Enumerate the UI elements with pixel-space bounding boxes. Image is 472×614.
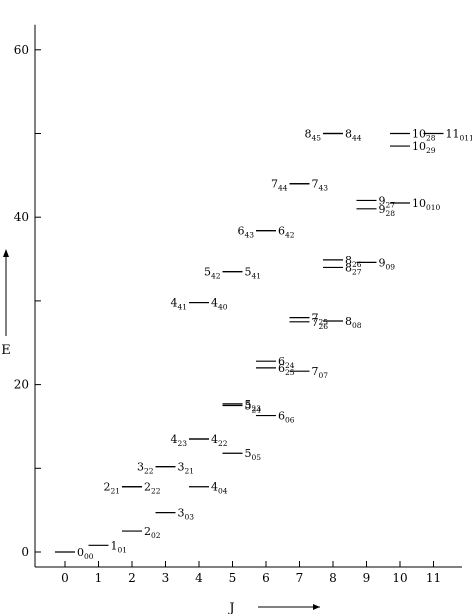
energy-level-label: 221 [103, 481, 120, 496]
x-tick-label: 10 [392, 571, 407, 585]
energy-level-label: 844 [345, 128, 362, 143]
energy-level-label: 643 [237, 225, 254, 240]
y-tick-label: 0 [21, 545, 29, 559]
x-tick-label: 2 [128, 571, 136, 585]
x-tick-label: 7 [296, 571, 304, 585]
x-tick-label: 0 [61, 571, 69, 585]
x-tick-label: 11 [426, 571, 441, 585]
energy-level-label: 743 [312, 178, 329, 193]
energy-level-label: 423 [170, 433, 187, 448]
energy-level-label: 927 [379, 194, 396, 209]
x-axis-arrowhead [313, 604, 320, 610]
y-axis-title: E [1, 343, 11, 358]
energy-level-label: 440 [211, 297, 228, 312]
energy-level-label: 606 [278, 410, 295, 425]
energy-level-label: 000 [77, 546, 94, 561]
y-tick-label: 60 [14, 43, 29, 57]
energy-level-label: 624 [278, 355, 295, 370]
energy-level-label: 744 [271, 178, 288, 193]
energy-level-label: 11011 [446, 128, 472, 143]
energy-level-label: 725 [312, 312, 329, 327]
energy-level-label: 707 [312, 365, 329, 380]
x-tick-label: 1 [95, 571, 103, 585]
energy-level-label: 909 [379, 256, 396, 271]
y-tick-label: 40 [14, 210, 29, 224]
x-tick-label: 4 [195, 571, 203, 585]
y-tick-label: 20 [14, 378, 29, 392]
x-tick-label: 5 [229, 571, 237, 585]
energy-level-label: 202 [144, 525, 161, 540]
energy-level-label: 505 [245, 447, 262, 462]
energy-level-label: 845 [304, 128, 321, 143]
level-labels-layer: 000 101 202 221 222 303 322 321 404 423 422 441 440 5… [77, 128, 472, 562]
energy-level-label: 404 [211, 481, 228, 496]
x-tick-label: 6 [262, 571, 270, 585]
energy-level-label: 321 [178, 461, 195, 476]
energy-level-label: 101 [111, 539, 128, 554]
energy-level-label: 826 [345, 254, 362, 269]
energy-level-label: 642 [278, 225, 295, 240]
energy-level-label: 523 [245, 398, 262, 413]
energy-level-label: 10010 [412, 197, 441, 212]
energy-level-label: 441 [170, 297, 187, 312]
x-tick-label: 3 [162, 571, 170, 585]
energy-level-label: 1028 [412, 128, 436, 143]
energy-level-label: 222 [144, 481, 161, 496]
energy-level-label: 322 [137, 461, 154, 476]
energy-level-label: 541 [245, 266, 262, 281]
x-tick-label: 8 [329, 571, 337, 585]
x-axis-title: J [227, 601, 234, 614]
energy-level-label: 808 [345, 315, 362, 330]
energy-level-label: 542 [204, 266, 221, 281]
energy-level-label: 422 [211, 433, 228, 448]
axes-layer: 0 20 40 60 0 1 2 3 4 5 6 7 8 9 10 11 [3, 24, 462, 610]
energy-level-label: 303 [178, 507, 195, 522]
levels-layer [55, 132, 444, 553]
y-axis-arrowhead [3, 249, 9, 257]
x-tick-label: 9 [363, 571, 371, 585]
